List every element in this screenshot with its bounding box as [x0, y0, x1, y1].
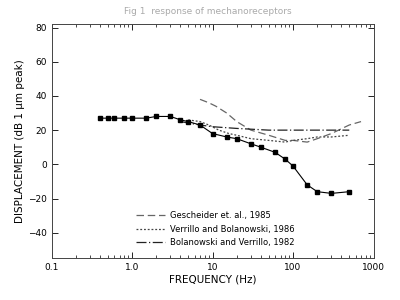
Gescheider et. al., 1985	[214, 104, 218, 108]
Gescheider et. al., 1985	[347, 123, 352, 127]
Verrillo and Bolanowski, 1986	[186, 118, 191, 122]
Verrillo and Bolanowski, 1986	[329, 135, 334, 139]
Verrillo and Bolanowski, 1986	[283, 140, 288, 144]
Verrillo and Bolanowski, 1986	[266, 139, 271, 142]
Verrillo and Bolanowski, 1986	[305, 137, 310, 140]
Bolanowski and Verrillo, 1982	[178, 120, 183, 123]
Verrillo and Bolanowski, 1986	[347, 134, 352, 137]
Bolanowski and Verrillo, 1982	[210, 125, 215, 128]
Gescheider et. al., 1985	[198, 98, 202, 101]
Bolanowski and Verrillo, 1982	[266, 128, 271, 132]
Line: Gescheider et. al., 1985: Gescheider et. al., 1985	[200, 99, 361, 142]
Gescheider et. al., 1985	[315, 137, 320, 140]
Verrillo and Bolanowski, 1986	[248, 137, 253, 140]
Gescheider et. al., 1985	[283, 139, 288, 142]
Y-axis label: DISPLACEMENT (dB 1 μm peak): DISPLACEMENT (dB 1 μm peak)	[15, 59, 25, 223]
Gescheider et. al., 1985	[234, 120, 239, 123]
Verrillo and Bolanowski, 1986	[291, 139, 296, 142]
Bolanowski and Verrillo, 1982	[198, 123, 202, 127]
Gescheider et. al., 1985	[291, 139, 296, 142]
Gescheider et. al., 1985	[305, 140, 310, 144]
Bolanowski and Verrillo, 1982	[347, 128, 352, 132]
Gescheider et. al., 1985	[266, 134, 271, 137]
Bolanowski and Verrillo, 1982	[234, 127, 239, 130]
Verrillo and Bolanowski, 1986	[226, 132, 231, 135]
Gescheider et. al., 1985	[359, 120, 364, 123]
Verrillo and Bolanowski, 1986	[206, 123, 211, 127]
Gescheider et. al., 1985	[329, 132, 334, 135]
Gescheider et. al., 1985	[206, 101, 211, 105]
Line: Bolanowski and Verrillo, 1982: Bolanowski and Verrillo, 1982	[180, 122, 349, 130]
X-axis label: FREQUENCY (Hz): FREQUENCY (Hz)	[169, 275, 256, 285]
Bolanowski and Verrillo, 1982	[315, 128, 320, 132]
Bolanowski and Verrillo, 1982	[291, 128, 296, 132]
Verrillo and Bolanowski, 1986	[234, 134, 239, 137]
Gescheider et. al., 1985	[248, 128, 253, 132]
Verrillo and Bolanowski, 1986	[198, 120, 202, 123]
Legend: Gescheider et. al., 1985, Verrillo and Bolanowski, 1986, Bolanowski and Verrillo: Gescheider et. al., 1985, Verrillo and B…	[136, 211, 294, 247]
Text: Fig 1  response of mechanoreceptors: Fig 1 response of mechanoreceptors	[124, 8, 292, 16]
Gescheider et. al., 1985	[224, 111, 229, 115]
Verrillo and Bolanowski, 1986	[216, 128, 221, 132]
Line: Verrillo and Bolanowski, 1986: Verrillo and Bolanowski, 1986	[188, 120, 349, 142]
Verrillo and Bolanowski, 1986	[315, 135, 320, 139]
